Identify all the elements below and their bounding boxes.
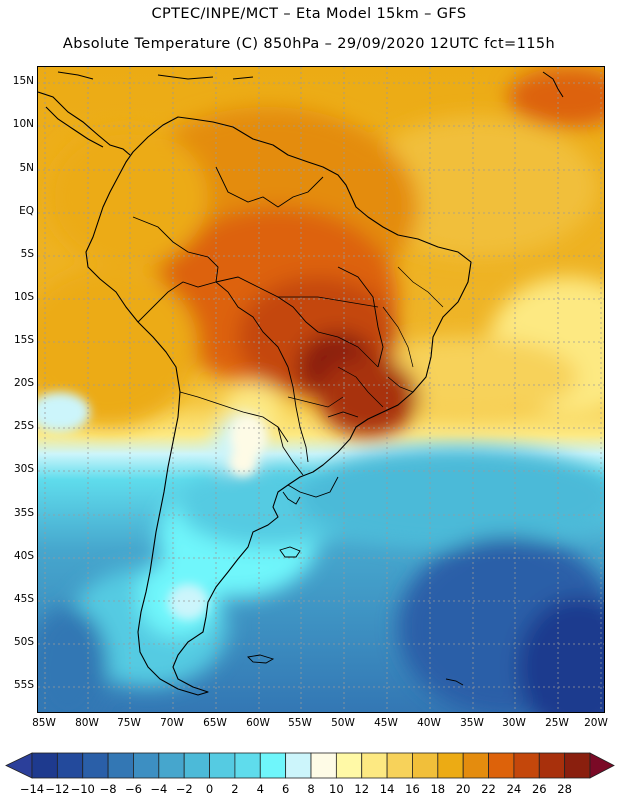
lon-label-20w: 20W	[584, 717, 608, 729]
country-borders	[132, 166, 384, 498]
lon-label-45w: 45W	[374, 717, 398, 729]
colorbar-label-13: 12	[354, 782, 370, 796]
lon-label-40w: 40W	[417, 717, 441, 729]
lat-lon-grid	[38, 67, 604, 712]
colorbar-label-2: −10	[70, 782, 95, 796]
temperature-map[interactable]	[37, 66, 605, 713]
lon-label-55w: 55W	[288, 717, 312, 729]
colorbar-label-12: 10	[329, 782, 344, 796]
state-borders	[278, 266, 444, 408]
lat-label-5s: 5S	[20, 248, 34, 260]
colorbar-cell-4	[133, 752, 160, 779]
colorbar-cell-20	[538, 752, 566, 779]
colorbar-cell-13	[361, 752, 388, 779]
lat-label-35s: 35S	[13, 507, 34, 519]
colorbar-over-arrow	[589, 752, 615, 779]
colorbar-cell-7	[209, 752, 236, 779]
colorbar-label-9: 4	[256, 782, 264, 796]
colorbar-cell-19	[513, 752, 540, 779]
colorbar-label-20: 26	[531, 782, 547, 796]
colorbar-label-11: 8	[307, 782, 315, 796]
lat-label-15n: 15N	[12, 75, 34, 87]
colorbar-cell-2	[82, 752, 109, 779]
colorbar-label-1: −12	[45, 782, 70, 796]
lon-label-30w: 30W	[502, 717, 526, 729]
lon-label-85w: 85W	[32, 717, 56, 729]
colorbar-label-3: −8	[99, 782, 117, 796]
chart-title-line2: Absolute Temperature (C) 850hPa – 29/09/…	[62, 36, 556, 52]
temperature-field-details	[38, 392, 266, 620]
colorbar-cell-0	[31, 752, 58, 779]
colorbar-label-10: 6	[281, 782, 290, 796]
lon-label-65w: 65W	[203, 717, 227, 729]
colorbar-cell-15	[412, 752, 439, 779]
colorbar-label-18: 22	[481, 782, 496, 796]
colorbar-cell-21	[564, 752, 591, 779]
colorbar-label-5: −4	[150, 782, 168, 796]
colorbar-label-17: 20	[455, 782, 471, 796]
lat-label-15s: 15S	[13, 334, 34, 346]
colorbar-label-14: 14	[379, 782, 395, 796]
lat-label-50s: 50S	[13, 636, 34, 648]
lon-label-75w: 75W	[117, 717, 141, 729]
lat-label-5n: 5N	[19, 162, 34, 174]
colorbar-cell-6	[183, 752, 210, 779]
lat-label-45s: 45S	[13, 593, 34, 605]
colorbar-label-0: −14	[19, 782, 45, 796]
colorbar-cell-17	[462, 752, 489, 779]
colorbar-cell-8	[234, 752, 261, 779]
colorbar-cell-12	[335, 752, 363, 779]
caribbean-islands	[57, 71, 564, 98]
lat-label-30s: 30S	[13, 463, 34, 475]
colorbar-cell-3	[107, 752, 134, 779]
colorbar-cell-5	[158, 752, 185, 779]
lon-label-35w: 35W	[460, 717, 484, 729]
coastline-south-america	[85, 116, 472, 696]
colorbar-cell-10	[285, 752, 312, 779]
coastline-central-america	[38, 91, 131, 156]
lon-label-60w: 60W	[246, 717, 270, 729]
colorbar-label-4: −6	[124, 782, 142, 796]
lat-label-10s: 10S	[13, 291, 34, 303]
lat-label-40s: 40S	[13, 550, 34, 562]
colorbar-label-7: 0	[205, 782, 214, 796]
colorbar-cell-18	[488, 752, 515, 779]
colorbar-cell-14	[386, 752, 413, 779]
colorbar-cell-16	[437, 752, 464, 779]
lon-label-50w: 50W	[331, 717, 355, 729]
lat-label-25s: 25S	[13, 420, 34, 432]
lat-label-20s: 20S	[13, 377, 34, 389]
southern-lakes	[247, 491, 464, 686]
colorbar-label-21: 28	[557, 782, 572, 796]
lon-label-80w: 80W	[75, 717, 99, 729]
map-canvas	[38, 67, 604, 712]
lat-label-eq: EQ	[19, 205, 34, 217]
lon-label-70w: 70W	[160, 717, 184, 729]
colorbar-cell-1	[56, 752, 84, 779]
colorbar-cell-11	[310, 752, 337, 779]
colorbar-cell-9	[259, 752, 287, 779]
chart-title-line1: CPTEC/INPE/MCT – Eta Model 15km – GFS	[151, 6, 467, 22]
lat-label-55s: 55S	[13, 679, 34, 691]
lat-label-10n: 10N	[12, 118, 34, 130]
colorbar-label-16: 18	[430, 782, 446, 796]
lon-label-25w: 25W	[545, 717, 569, 729]
colorbar-label-8: 2	[231, 782, 239, 796]
colorbar-label-19: 24	[506, 782, 522, 796]
colorbar-under-arrow	[5, 752, 33, 779]
colorbar-label-15: 16	[405, 782, 420, 796]
colorbar-cells	[5, 752, 615, 779]
colorbar-label-6: −2	[175, 782, 193, 796]
